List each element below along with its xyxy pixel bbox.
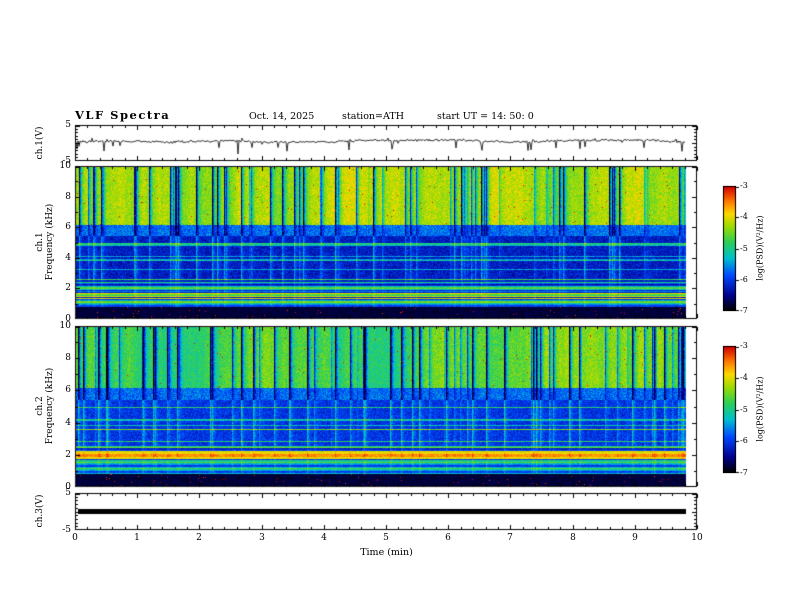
tick-label: -5	[740, 405, 748, 414]
tick-label: 5	[65, 120, 71, 130]
ch1-waveform-canvas	[76, 126, 696, 160]
tick-label: 2	[196, 533, 202, 543]
tick-label: 5	[383, 533, 389, 543]
tick-label: 6	[65, 222, 71, 232]
ch1-spec-ylabel: ch.1 Frequency (kHz)	[35, 204, 55, 281]
tick-label: 8	[570, 533, 576, 543]
ch1-voltage-ylabel: ch.1(V)	[35, 126, 45, 160]
figure-date: Oct. 14, 2025	[249, 111, 315, 122]
start-ut-label: start UT = 14: 50: 0	[437, 111, 534, 122]
ch2-spec-ylabel: ch.2 Frequency (kHz)	[35, 368, 55, 445]
tick-label: 9	[632, 533, 638, 543]
tick-label: 10	[59, 321, 71, 331]
tick-label: 8	[65, 192, 71, 202]
tick-label: -5	[740, 244, 748, 253]
tick-label: 3	[259, 533, 265, 543]
station-label: station=ATH	[342, 111, 404, 122]
tick-label: -6	[740, 275, 748, 284]
tick-label: -4	[740, 212, 748, 221]
tick-label: 7	[507, 533, 513, 543]
tick-label: 4	[321, 533, 327, 543]
x-axis-label: Time (min)	[360, 547, 413, 558]
ch3-flatline-canvas	[76, 494, 696, 529]
tick-label: 6	[65, 385, 71, 395]
tick-label: 6	[445, 533, 451, 543]
tick-label: 4	[65, 418, 71, 428]
tick-label: 4	[65, 253, 71, 263]
ch2-spec-ylabel-line2: Frequency (kHz)	[45, 367, 55, 445]
tick-label: -4	[740, 373, 748, 382]
tick-label: 5	[65, 488, 71, 498]
tick-label: -3	[740, 181, 748, 190]
tick-label: -3	[740, 341, 748, 350]
colorbar1-gradient	[723, 186, 736, 311]
ch1-spec-ylabel-line1: ch.1	[35, 232, 45, 252]
colorbar2-gradient	[723, 346, 736, 473]
tick-label: -5	[62, 525, 71, 535]
ch1-spectrogram-canvas	[76, 167, 696, 318]
tick-label: 10	[691, 533, 703, 543]
tick-label: 8	[65, 353, 71, 363]
ch1-spec-ylabel-line2: Frequency (kHz)	[45, 203, 55, 281]
tick-label: 1	[134, 533, 140, 543]
ch3-voltage-ylabel: ch.3(V)	[35, 494, 45, 528]
tick-label: -5	[62, 156, 71, 166]
tick-label: 2	[65, 283, 71, 293]
tick-label: 2	[65, 450, 71, 460]
tick-label: -7	[740, 306, 748, 315]
tick-label: -7	[740, 468, 748, 477]
ch2-spectrogram-canvas	[76, 327, 696, 486]
tick-label: -6	[740, 436, 748, 445]
figure-title: VLF Spectra	[75, 108, 171, 122]
ch2-spec-ylabel-line1: ch.2	[35, 396, 45, 416]
